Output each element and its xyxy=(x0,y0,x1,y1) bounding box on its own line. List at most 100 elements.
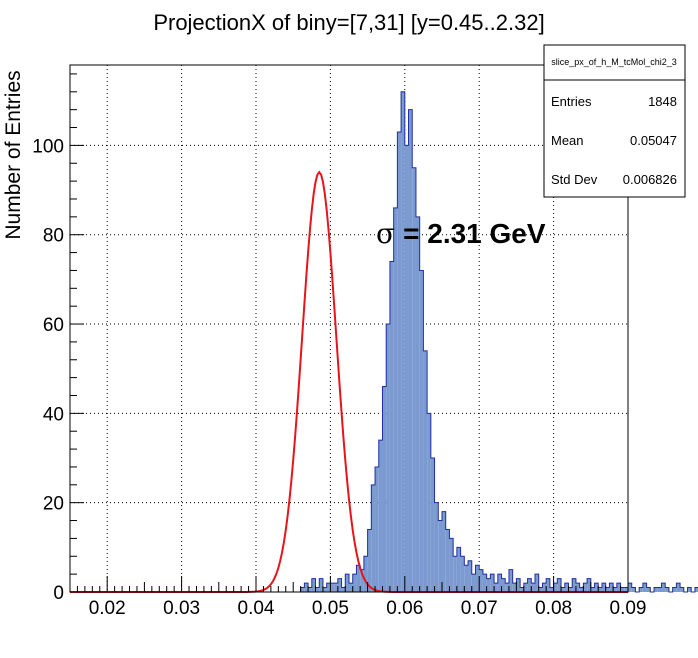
histogram-bar xyxy=(553,583,558,592)
histogram-bar xyxy=(393,207,398,592)
x-tick-label: 0.08 xyxy=(535,598,572,619)
stats-box: slice_px_of_h_M_tcMol_chi2_3 Entries 184… xyxy=(543,44,686,198)
histogram-bar xyxy=(616,583,621,592)
x-tick-label: 0.04 xyxy=(238,598,275,619)
histogram-bar xyxy=(371,484,376,592)
histogram-bar xyxy=(408,109,413,593)
histogram-bar xyxy=(464,565,469,592)
histogram-bar xyxy=(601,583,606,592)
x-tick-label: 0.05 xyxy=(312,598,349,619)
histogram-bar xyxy=(471,574,476,592)
histogram-bar xyxy=(642,583,647,592)
histogram-bar xyxy=(624,587,628,592)
histogram-bar xyxy=(527,578,532,592)
histogram-bar xyxy=(497,574,502,592)
sigma-symbol: σ xyxy=(376,217,395,250)
histogram-bar xyxy=(442,511,446,592)
histogram-bar xyxy=(542,583,547,592)
histogram-bar xyxy=(304,583,309,592)
histogram-bar xyxy=(605,587,610,592)
histogram-bar xyxy=(486,578,491,592)
stats-entries-value: 1848 xyxy=(648,94,677,109)
histogram-bar xyxy=(546,578,550,592)
histogram-bar xyxy=(538,587,543,592)
histogram-bar xyxy=(427,413,431,592)
histogram-bar xyxy=(460,556,465,592)
histogram-bar xyxy=(378,440,383,592)
histogram-bars xyxy=(70,91,698,593)
histogram-bar xyxy=(694,587,698,592)
histogram-bar xyxy=(631,587,636,592)
histogram-bar xyxy=(415,216,420,592)
stats-stddev-label: Std Dev xyxy=(551,172,598,187)
stats-title: slice_px_of_h_M_tcMol_chi2_3 xyxy=(551,57,677,67)
histogram-bar xyxy=(434,502,439,592)
histogram-bar xyxy=(520,587,524,592)
histogram-bar xyxy=(389,261,394,592)
histogram-bar xyxy=(404,145,409,592)
histogram-bar xyxy=(549,587,554,592)
histogram-bar xyxy=(494,583,498,592)
histogram-bar xyxy=(661,583,666,592)
histogram-bar xyxy=(557,578,562,592)
histogram-bar xyxy=(438,520,442,592)
histogram-bar xyxy=(430,458,435,592)
histogram-bar xyxy=(345,574,349,592)
histogram-bar xyxy=(356,565,361,592)
histogram-bar xyxy=(516,578,521,592)
histogram-bar xyxy=(397,131,402,593)
y-tick-label: 80 xyxy=(43,226,64,247)
stats-mean-label: Mean xyxy=(551,133,584,148)
histogram-bar xyxy=(508,569,513,592)
histogram-bar xyxy=(382,386,387,592)
histogram-bar xyxy=(326,583,331,592)
histogram-bar xyxy=(475,565,480,592)
histogram-bar xyxy=(423,350,428,592)
histogram-bar xyxy=(572,578,576,592)
stats-stddev-value: 0.006826 xyxy=(623,172,677,187)
histogram-bar xyxy=(315,587,320,592)
x-tick-label: 0.02 xyxy=(89,598,126,619)
histogram-bar xyxy=(352,574,357,592)
histogram-bar xyxy=(337,578,342,592)
histogram-bar xyxy=(456,547,461,592)
histogram-bar xyxy=(676,583,681,592)
chart-title: ProjectionX of biny=[7,31] [y=0.45..2.32… xyxy=(153,10,544,35)
sigma-annotation: σ = 2.31 GeV xyxy=(376,217,546,250)
stats-mean-value: 0.05047 xyxy=(630,133,677,148)
histogram-bar xyxy=(598,587,602,592)
histogram-bar xyxy=(308,587,312,592)
y-tick-label: 0 xyxy=(53,583,64,604)
histogram-bar xyxy=(639,587,643,592)
histogram-bar xyxy=(334,583,338,592)
histogram-bar xyxy=(613,587,617,592)
histogram-bar xyxy=(583,583,588,592)
x-tick-labels: 0.02 0.03 0.04 0.05 0.06 0.07 0.08 0.09 xyxy=(89,598,647,619)
histogram-bar xyxy=(330,583,335,592)
histogram-bar xyxy=(523,583,528,592)
histogram-bar xyxy=(512,583,517,592)
histogram-bar xyxy=(561,587,565,592)
histogram-bar xyxy=(412,167,416,592)
histogram-bar xyxy=(349,583,353,592)
histogram-bar xyxy=(531,583,535,592)
sigma-value: = 2.31 GeV xyxy=(403,218,546,249)
y-tick-labels: 0 20 40 60 80 100 xyxy=(32,136,64,604)
histogram-bar xyxy=(657,587,662,592)
histogram-bar xyxy=(672,587,677,592)
histogram-bar xyxy=(300,587,305,592)
histogram-bar xyxy=(665,587,669,592)
histogram-bar xyxy=(363,556,368,592)
histogram-bar xyxy=(620,587,625,592)
histogram-bar xyxy=(367,529,372,592)
histogram-bar xyxy=(341,587,346,592)
y-tick-label: 20 xyxy=(43,494,64,515)
axes xyxy=(69,64,629,593)
histogram-bar xyxy=(654,587,658,592)
histogram-bar xyxy=(575,583,580,592)
stats-box-frame xyxy=(543,44,686,198)
x-tick-label: 0.09 xyxy=(610,598,647,619)
histogram-bar xyxy=(322,587,327,592)
x-tick-label: 0.06 xyxy=(386,598,423,619)
histogram-bar xyxy=(535,574,539,592)
